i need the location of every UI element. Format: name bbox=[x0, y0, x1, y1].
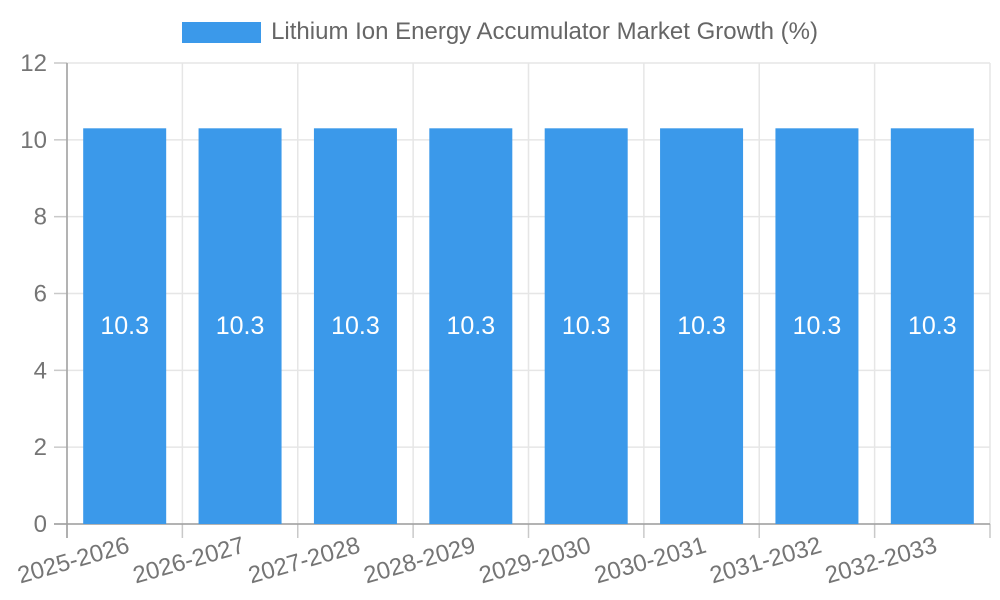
legend-item[interactable]: Lithium Ion Energy Accumulator Market Gr… bbox=[0, 18, 1000, 45]
bar-value-label: 10.3 bbox=[446, 312, 495, 340]
bar-value-label: 10.3 bbox=[793, 312, 842, 340]
bar-value-label: 10.3 bbox=[331, 312, 380, 340]
y-tick-label: 6 bbox=[34, 281, 47, 308]
bar[interactable] bbox=[198, 128, 282, 524]
y-tick-label: 4 bbox=[34, 357, 47, 384]
x-tick-label: 2030-2031 bbox=[591, 532, 709, 590]
y-tick-label: 10 bbox=[20, 127, 47, 154]
bar[interactable] bbox=[544, 128, 628, 524]
bar-value-label: 10.3 bbox=[216, 312, 265, 340]
y-tick-label: 8 bbox=[34, 204, 47, 231]
bar[interactable] bbox=[890, 128, 974, 524]
legend-label: Lithium Ion Energy Accumulator Market Gr… bbox=[271, 18, 818, 45]
y-tick-label: 2 bbox=[34, 434, 47, 461]
bar-value-label: 10.3 bbox=[100, 312, 149, 340]
x-tick-label: 2029-2030 bbox=[476, 532, 594, 590]
bar[interactable] bbox=[429, 128, 513, 524]
bar[interactable] bbox=[660, 128, 744, 524]
bar[interactable] bbox=[775, 128, 859, 524]
bar[interactable] bbox=[313, 128, 397, 524]
y-tick-label: 12 bbox=[20, 50, 47, 77]
x-tick-label: 2032-2033 bbox=[822, 532, 940, 590]
bar-value-label: 10.3 bbox=[677, 312, 726, 340]
x-tick-label: 2025-2026 bbox=[15, 532, 133, 590]
bar-value-label: 10.3 bbox=[562, 312, 611, 340]
x-tick-label: 2027-2028 bbox=[245, 532, 363, 590]
bar[interactable] bbox=[83, 128, 167, 524]
x-tick-label: 2026-2027 bbox=[130, 532, 248, 590]
bar-value-label: 10.3 bbox=[908, 312, 957, 340]
x-tick-label: 2028-2029 bbox=[361, 532, 479, 590]
y-tick-label: 0 bbox=[34, 511, 47, 538]
legend-swatch-icon bbox=[182, 21, 262, 43]
x-tick-label: 2031-2032 bbox=[707, 532, 825, 590]
